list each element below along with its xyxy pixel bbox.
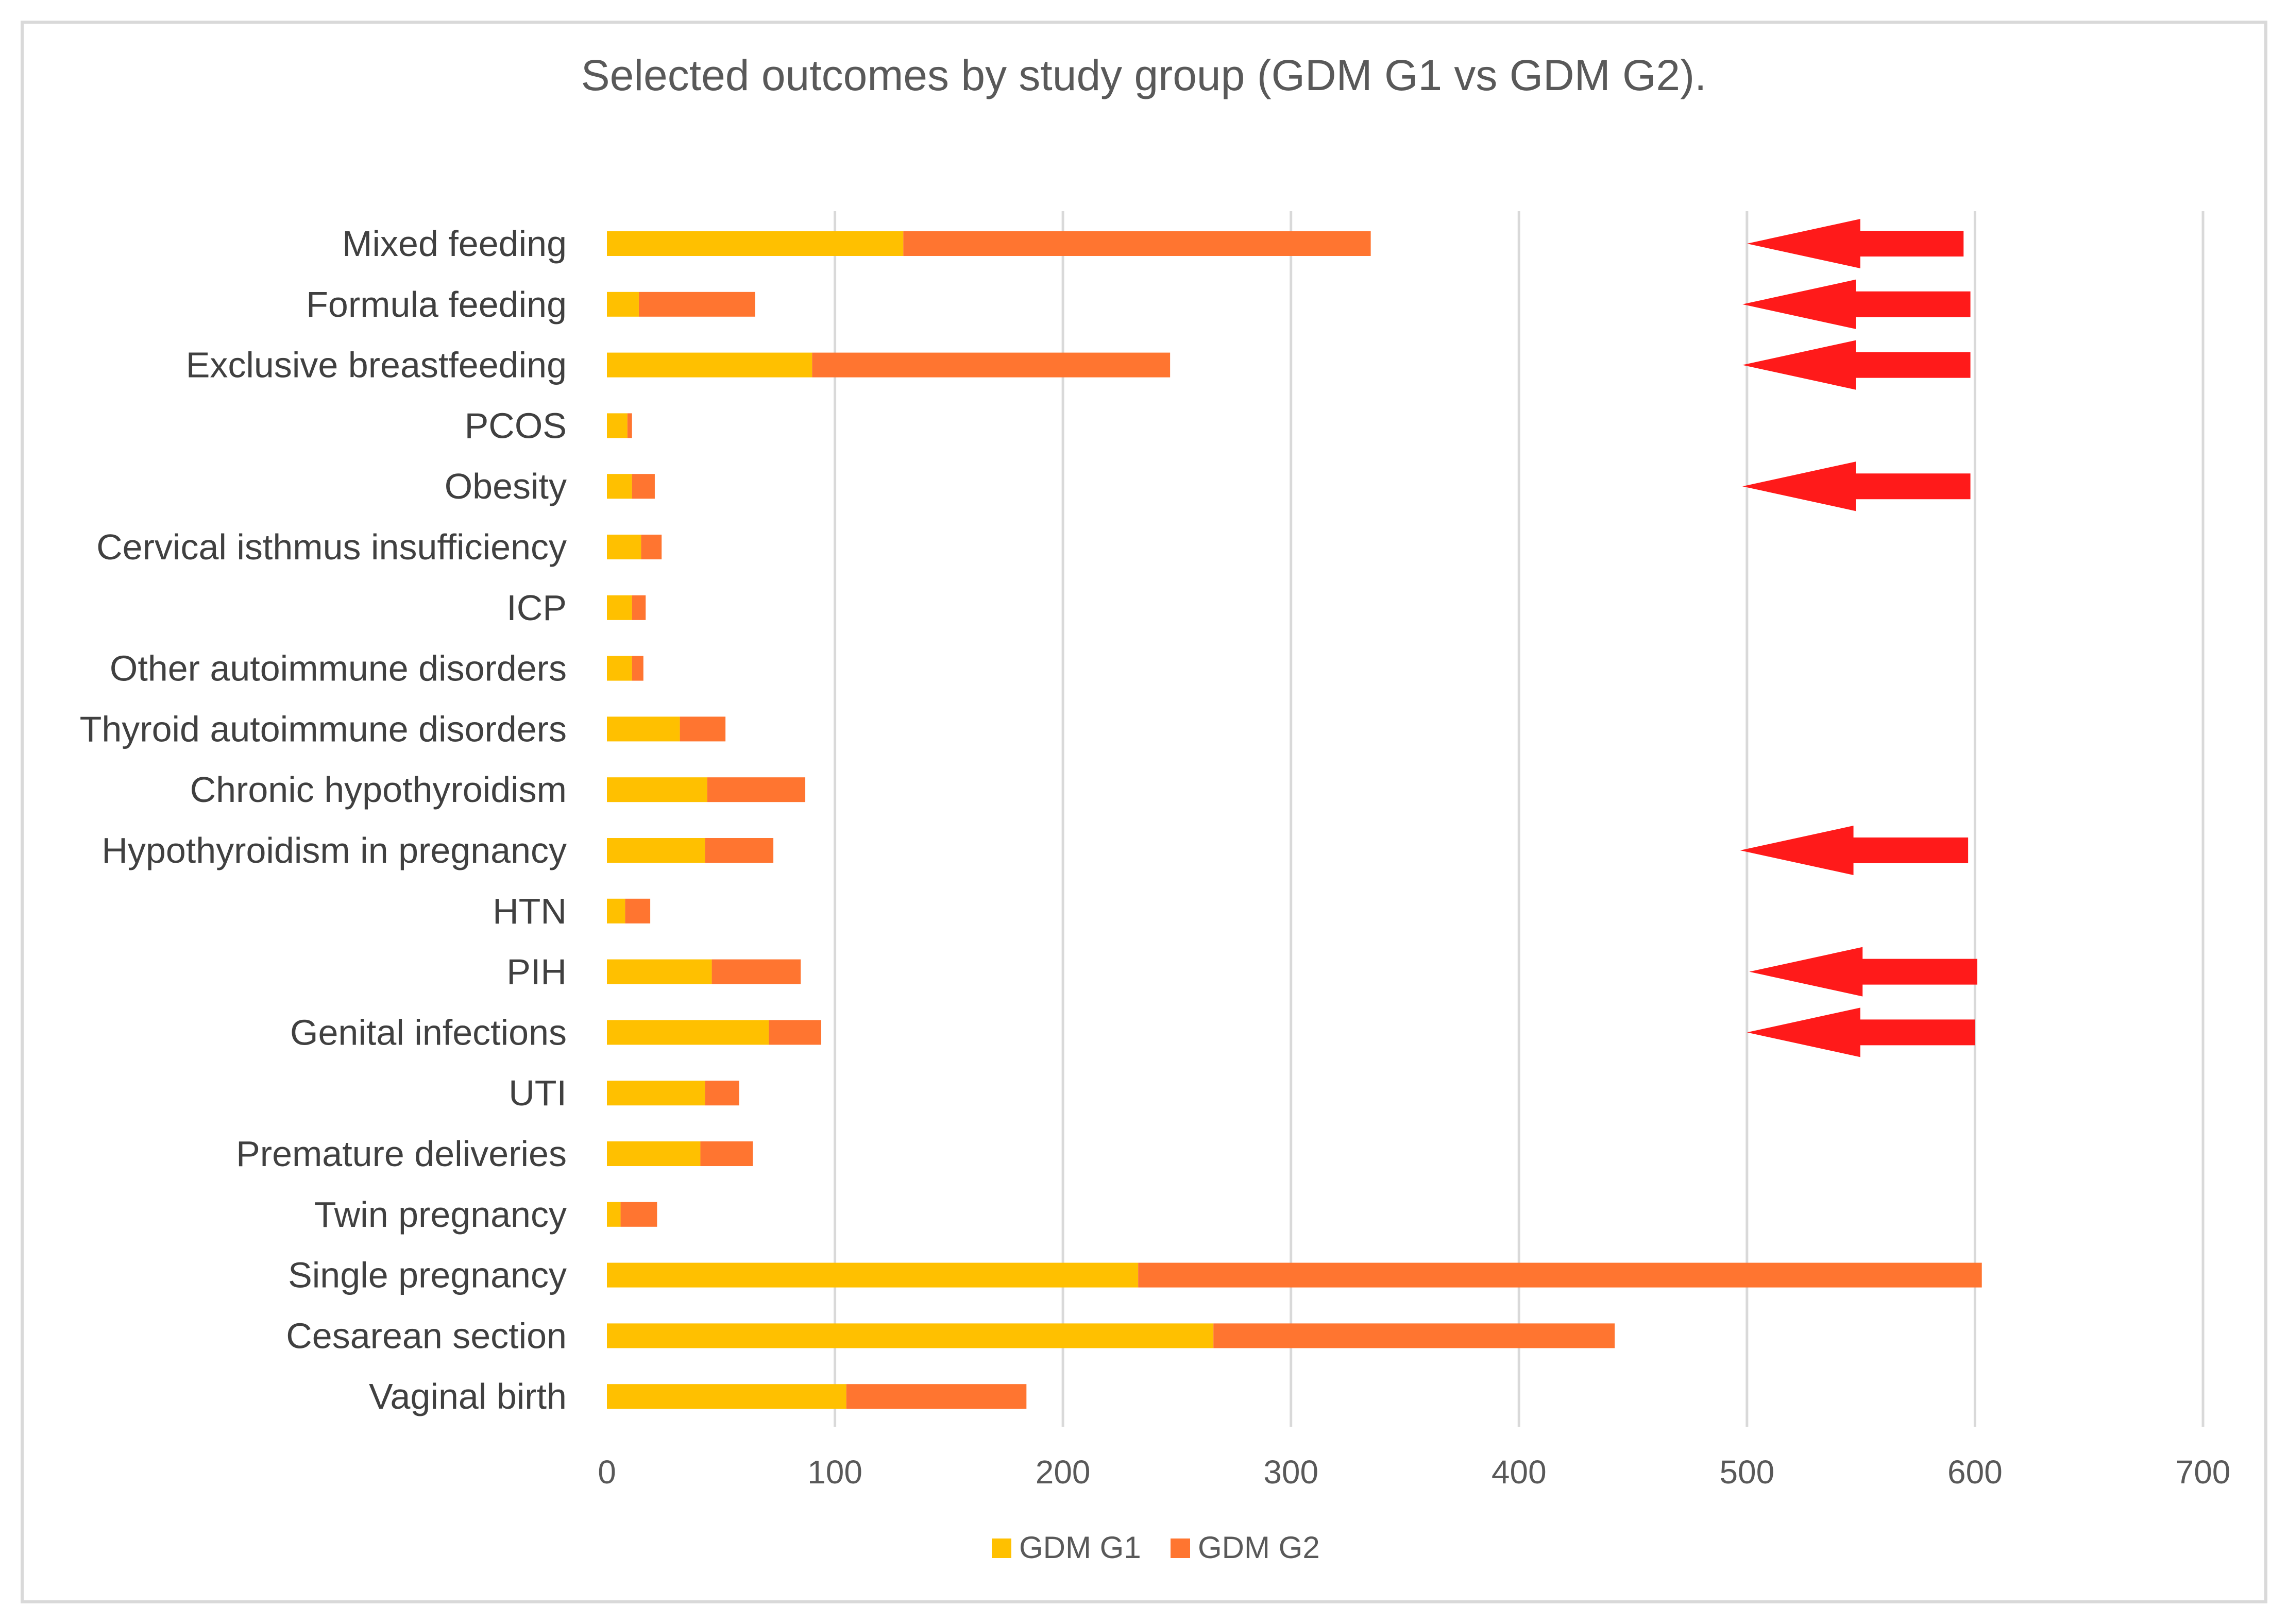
bar-gdm-g1-cesarean-section xyxy=(607,1323,1214,1348)
bar-gdm-g2-exclusive-breastfeeding xyxy=(812,352,1171,378)
category-label-formula-feeding: Formula feeding xyxy=(306,284,567,324)
category-label-twin-pregnancy: Twin pregnancy xyxy=(314,1194,567,1235)
bar-gdm-g2-uti xyxy=(705,1081,739,1106)
bar-gdm-g2-formula-feeding xyxy=(638,292,755,317)
arrow-annotation-obesity xyxy=(1742,461,1971,511)
bar-gdm-g1-single-pregnancy xyxy=(607,1262,1139,1288)
arrow-annotation-pih xyxy=(1749,947,1977,997)
category-labels: Mixed feeding Formula feeding Exclusive br… xyxy=(80,224,567,1416)
bar-gdm-g1-pcos xyxy=(607,413,628,438)
legend-label-gdm-g2: GDM G2 xyxy=(1198,1530,1320,1565)
x-tick-label-500: 500 xyxy=(1719,1454,1774,1491)
x-tick-label-600: 600 xyxy=(1947,1454,2003,1491)
bar-gdm-g2-pcos xyxy=(627,413,632,438)
category-label-cervical-isthmus-insufficiency: Cervical isthmus insufficiency xyxy=(96,527,567,567)
bar-gdm-g1-chronic-hypothyroidism xyxy=(607,777,707,802)
x-tick-label-300: 300 xyxy=(1263,1454,1318,1491)
bar-gdm-g2-thyroid-autoimmune-disorders xyxy=(680,716,726,742)
category-label-pcos: PCOS xyxy=(465,405,567,446)
bar-gdm-g1-mixed-feeding xyxy=(607,231,904,256)
bar-gdm-g2-other-autoimmune-disorders xyxy=(632,656,643,681)
bar-gdm-g1-pih xyxy=(607,959,712,984)
category-label-thyroid-autoimmune-disorders: Thyroid autoimmune disorders xyxy=(80,709,567,749)
x-tick-label-400: 400 xyxy=(1492,1454,1547,1491)
legend-swatch-gdm-g1 xyxy=(992,1538,1011,1558)
category-label-exclusive-breastfeeding: Exclusive breastfeeding xyxy=(186,345,567,385)
bar-gdm-g1-other-autoimmune-disorders xyxy=(607,656,632,681)
bar-gdm-g2-pih xyxy=(711,959,801,984)
bar-gdm-g2-premature-deliveries xyxy=(700,1141,753,1166)
bar-gdm-g1-uti xyxy=(607,1081,705,1106)
bar-gdm-g2-htn xyxy=(625,898,651,924)
arrow-annotation-formula-feeding xyxy=(1742,279,1971,329)
bar-gdm-g1-vaginal-birth xyxy=(607,1384,846,1409)
category-label-other-autoimmune-disorders: Other autoimmune disorders xyxy=(110,648,567,689)
x-tick-label-200: 200 xyxy=(1036,1454,1091,1491)
category-label-htn: HTN xyxy=(493,891,567,931)
category-label-icp: ICP xyxy=(506,588,567,628)
annotation-arrows xyxy=(1740,219,1977,1057)
bar-gdm-g2-twin-pregnancy xyxy=(620,1202,657,1227)
category-label-uti: UTI xyxy=(509,1073,567,1113)
bar-gdm-g1-icp xyxy=(607,595,632,620)
category-label-vaginal-birth: Vaginal birth xyxy=(369,1376,567,1416)
x-tick-label-100: 100 xyxy=(807,1454,862,1491)
category-label-single-pregnancy: Single pregnancy xyxy=(288,1255,567,1295)
bar-gdm-g2-genital-infections xyxy=(769,1020,822,1045)
bar-gdm-g1-exclusive-breastfeeding xyxy=(607,352,812,378)
bar-gdm-g2-icp xyxy=(632,595,646,620)
x-tick-label-700: 700 xyxy=(2176,1454,2231,1491)
legend-swatch-gdm-g2 xyxy=(1171,1538,1190,1558)
bar-gdm-g2-cervical-isthmus-insufficiency xyxy=(641,535,662,559)
bar-gdm-g2-hypothyroidism-in-pregnancy xyxy=(705,838,774,863)
bar-gdm-g1-genital-infections xyxy=(607,1020,769,1045)
bar-gdm-g2-chronic-hypothyroidism xyxy=(707,777,806,802)
arrow-annotation-hypothyroidism-in-pregnancy xyxy=(1740,826,1969,875)
category-label-hypothyroidism-in-pregnancy: Hypothyroidism in pregnancy xyxy=(101,830,567,870)
bar-gdm-g2-single-pregnancy xyxy=(1138,1262,1982,1288)
bar-gdm-g1-obesity xyxy=(607,474,632,499)
category-label-pih: PIH xyxy=(506,952,567,992)
legend-label-gdm-g1: GDM G1 xyxy=(1019,1530,1141,1565)
category-label-obesity: Obesity xyxy=(445,466,567,506)
bar-gdm-g1-htn xyxy=(607,898,625,924)
x-tick-label-0: 0 xyxy=(598,1454,616,1491)
bar-gdm-g1-cervical-isthmus-insufficiency xyxy=(607,535,641,559)
bar-gdm-g1-formula-feeding xyxy=(607,292,639,317)
x-axis-tick-labels: 0 100 200 300 400 500 600 700 xyxy=(598,1454,2230,1491)
bar-gdm-g2-obesity xyxy=(632,474,655,499)
arrow-annotation-exclusive-breastfeeding xyxy=(1742,340,1971,390)
chart-title: Selected outcomes by study group (GDM G1… xyxy=(581,51,1707,99)
bar-gdm-g1-premature-deliveries xyxy=(607,1141,701,1166)
bar-gdm-g2-cesarean-section xyxy=(1213,1323,1615,1348)
category-label-genital-infections: Genital infections xyxy=(290,1012,567,1052)
bar-gdm-g1-thyroid-autoimmune-disorders xyxy=(607,716,680,742)
legend: GDM G1 GDM G2 xyxy=(992,1530,1320,1565)
category-label-cesarean-section: Cesarean section xyxy=(286,1315,567,1356)
arrow-annotation-mixed-feeding xyxy=(1747,219,1964,268)
grid-lines xyxy=(834,211,2205,1427)
category-label-premature-deliveries: Premature deliveries xyxy=(236,1134,567,1174)
bars-group xyxy=(607,231,1982,1409)
bar-gdm-g2-vaginal-birth xyxy=(846,1384,1027,1409)
bar-gdm-g2-mixed-feeding xyxy=(903,231,1371,256)
bar-gdm-g1-twin-pregnancy xyxy=(607,1202,621,1227)
arrow-annotation-genital-infections xyxy=(1747,1007,1975,1057)
category-label-mixed-feeding: Mixed feeding xyxy=(342,224,567,264)
category-label-chronic-hypothyroidism: Chronic hypothyroidism xyxy=(190,770,567,810)
bar-gdm-g1-hypothyroidism-in-pregnancy xyxy=(607,838,705,863)
